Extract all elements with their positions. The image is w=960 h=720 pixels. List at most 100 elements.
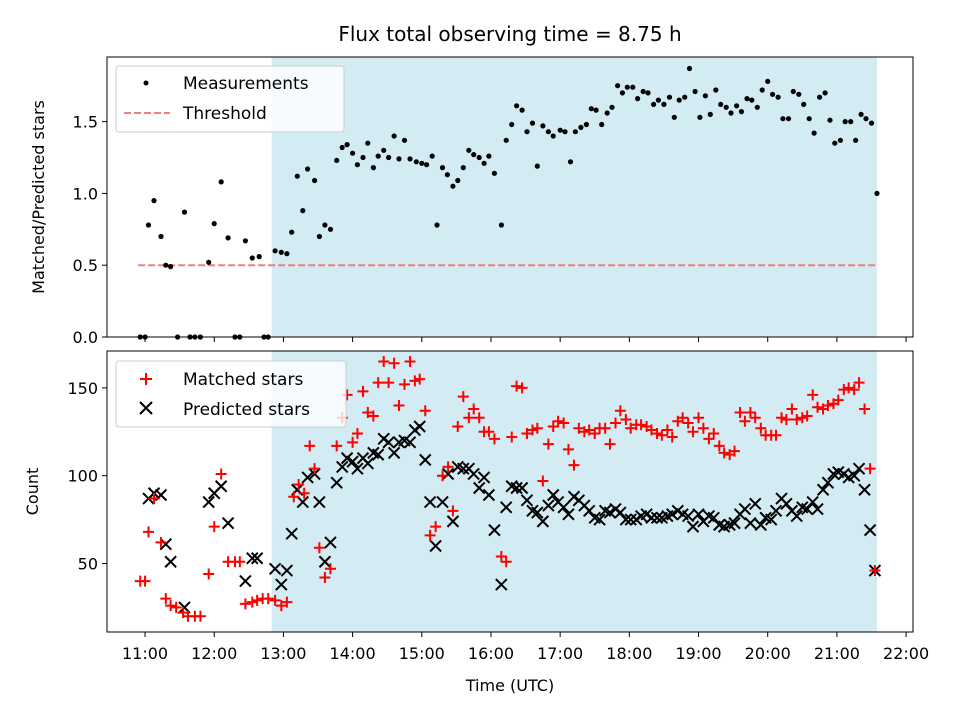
measurement-point <box>312 177 318 184</box>
measurement-point <box>770 91 776 97</box>
measurement-point <box>509 121 515 128</box>
measurement-point <box>806 116 812 122</box>
predicted-star-point <box>780 497 793 511</box>
matched-star-point <box>682 417 694 429</box>
matched-star-point <box>703 433 715 445</box>
measurement-point <box>168 264 174 270</box>
matched-star-point <box>516 382 528 394</box>
matched-star-point <box>165 600 177 612</box>
matched-star-point <box>234 556 246 568</box>
predicted-star-point <box>214 480 228 493</box>
measurement-point <box>853 137 859 143</box>
predicted-star-point <box>542 499 555 512</box>
x-tick-label: 13:00 <box>260 644 306 663</box>
measurement-point <box>676 97 682 103</box>
matched-star-point <box>430 521 442 533</box>
measurement-point <box>218 179 224 185</box>
measurement-point <box>728 110 734 116</box>
predicted-star-point <box>666 508 679 521</box>
measurement-point <box>242 238 248 244</box>
measurement-point <box>734 103 740 109</box>
matched-star-point <box>755 422 767 434</box>
legend-threshold-label: Threshold <box>182 104 267 124</box>
measurement-point <box>713 87 719 93</box>
matched-star-point <box>666 431 678 443</box>
predicted-star-point <box>547 488 560 502</box>
measurement-point <box>294 173 300 179</box>
measurement-point <box>562 129 568 135</box>
predicted-star-point <box>707 511 720 525</box>
matched-star-point <box>331 440 343 452</box>
predicted-star-point <box>441 467 455 481</box>
predicted-star-point <box>614 506 627 519</box>
measurement-point <box>567 159 574 165</box>
measurement-point <box>407 156 413 162</box>
measurement-point <box>503 137 509 143</box>
predicted-star-point <box>510 481 523 495</box>
matched-star-point <box>275 600 287 612</box>
predicted-star-point <box>268 562 282 575</box>
measurement-point <box>630 84 636 90</box>
matched-star-point <box>859 403 871 415</box>
ratio-y-tick-label: 1.0 <box>73 184 98 203</box>
matched-star-point <box>500 556 512 568</box>
matched-star-point <box>442 461 454 473</box>
predicted-star-point <box>346 455 359 468</box>
measurement-point <box>868 120 875 126</box>
matched-star-point <box>457 391 469 403</box>
predicted-star-point <box>429 539 442 553</box>
matched-star-point <box>463 412 475 424</box>
predicted-star-point <box>280 564 294 577</box>
matched-star-point <box>812 401 824 413</box>
count-y-tick-label: 50 <box>78 555 98 574</box>
matched-star-point <box>452 421 464 433</box>
matched-star-point <box>708 428 720 440</box>
count-y-axis-label: Count <box>23 468 42 516</box>
measurement-point <box>272 248 278 254</box>
count-legend-box <box>115 360 347 428</box>
matched-star-point <box>155 536 167 548</box>
measurement-point <box>842 119 848 125</box>
legend-measurements-label: Measurements <box>183 74 309 94</box>
matched-star-point <box>324 563 336 575</box>
predicted-star-point <box>681 509 695 523</box>
predicted-star-point <box>301 471 314 484</box>
matched-star-point <box>661 424 673 436</box>
x-tick-label: 14:00 <box>330 644 376 663</box>
measurement-point <box>686 65 693 72</box>
matched-star-point <box>246 596 258 608</box>
predicted-star-point <box>457 462 470 475</box>
matched-star-point <box>281 596 293 608</box>
predicted-star-point <box>419 453 432 467</box>
legend-predicted-label: Predicted stars <box>183 400 310 420</box>
predicted-stars-points <box>142 420 882 614</box>
measurement-point <box>609 104 615 110</box>
matched-star-point <box>468 403 480 415</box>
measurement-point <box>370 165 376 171</box>
ratio-y-ticks: 0.0 0.5 1.0 1.5 <box>73 113 107 347</box>
ratio-y-tick-label: 1.5 <box>73 113 98 132</box>
matched-star-point <box>832 394 844 406</box>
matched-star-point <box>298 487 310 499</box>
measurement-point <box>718 101 724 107</box>
predicted-star-point <box>692 508 705 521</box>
matched-star-point <box>288 491 300 503</box>
ratio-legend: Measurements Threshold <box>115 65 345 133</box>
measurement-point <box>396 156 402 162</box>
predicted-star-point <box>250 552 264 565</box>
predicted-star-point <box>749 497 762 511</box>
legend-matched-marker <box>140 373 152 385</box>
measurement-point <box>540 123 546 129</box>
predicted-star-point <box>738 502 752 516</box>
matched-star-point <box>776 412 788 424</box>
predicted-star-point <box>821 476 835 489</box>
measurement-point <box>450 183 456 189</box>
x-tick-label: 21:00 <box>814 644 860 663</box>
matched-star-point <box>843 382 855 394</box>
measurement-point <box>588 106 594 112</box>
matched-star-point <box>558 417 570 429</box>
measurement-point <box>661 101 667 107</box>
matched-star-point <box>347 436 359 448</box>
matched-star-point <box>251 594 263 606</box>
matched-star-point <box>625 422 637 434</box>
